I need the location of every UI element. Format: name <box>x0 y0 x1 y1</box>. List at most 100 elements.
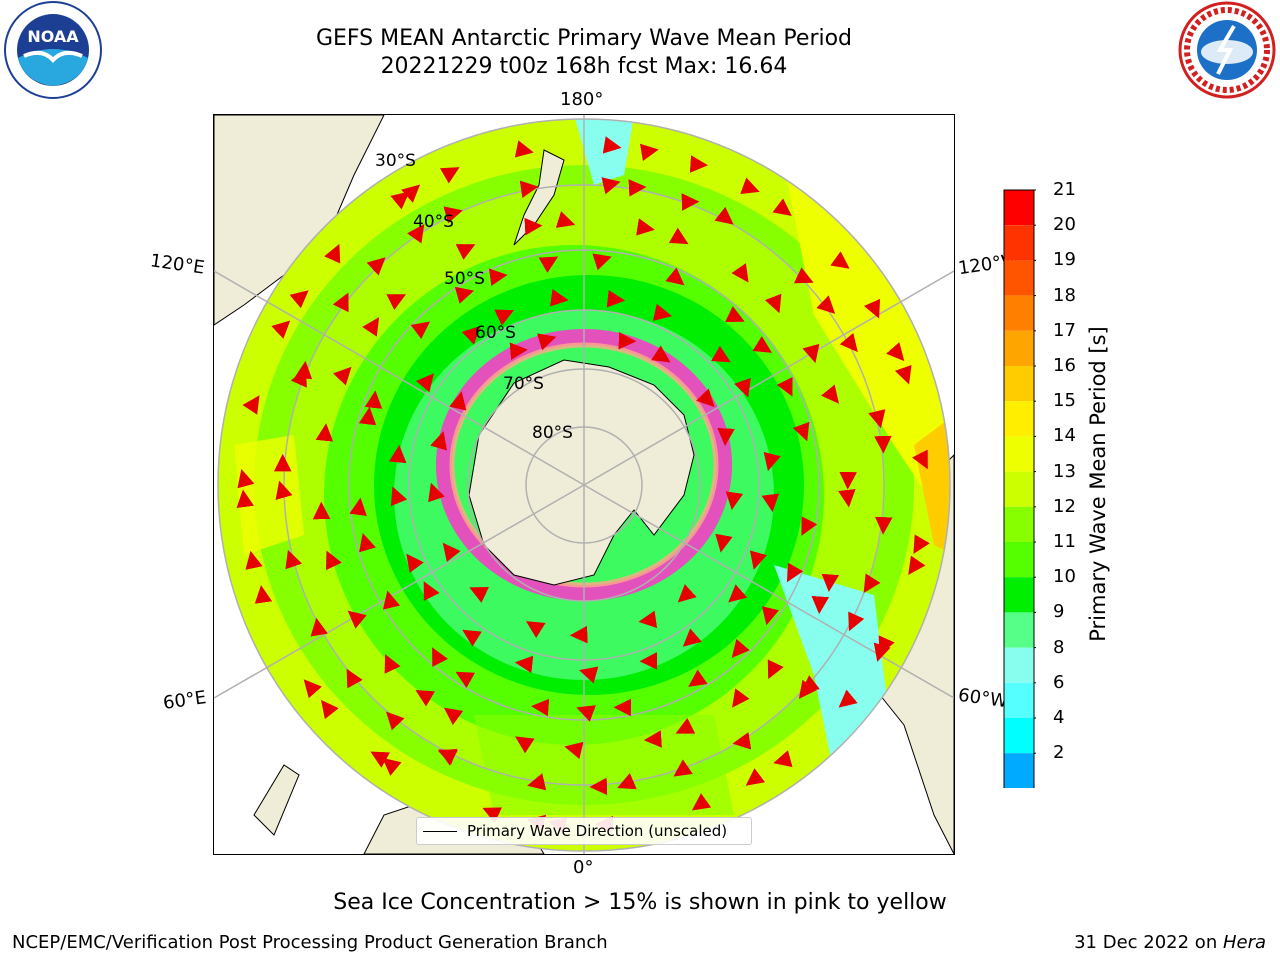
wave-direction-arrow <box>913 534 930 554</box>
wave-direction-arrow <box>838 488 856 508</box>
colorbar-tick-label: 21 <box>1053 179 1076 200</box>
wave-direction-arrow <box>349 497 367 517</box>
colorbar-segment <box>1004 753 1034 788</box>
wave-direction-arrow <box>366 257 386 276</box>
colorbar-segment <box>1004 330 1034 366</box>
colorbar-tick-label: 14 <box>1053 425 1076 447</box>
polar-map <box>213 114 955 855</box>
wave-direction-arrow <box>401 184 421 203</box>
wave-direction-arrow <box>675 717 696 734</box>
wave-direction-arrow <box>370 751 391 768</box>
colorbar-segment <box>1004 471 1034 507</box>
lat-label-30s: 30°S <box>375 151 416 171</box>
wave-direction-arrow <box>816 295 836 314</box>
lon-label-60e: 60°E <box>161 687 208 714</box>
wave-direction-arrow <box>432 647 448 667</box>
wave-direction-arrow <box>443 206 463 224</box>
footer-date: 31 Dec 2022 on Hera <box>1074 932 1266 953</box>
wave-direction-arrow <box>415 689 436 707</box>
colorbar-tick-label: 19 <box>1053 249 1076 271</box>
wave-direction-arrow <box>874 516 893 535</box>
wave-direction-arrow <box>731 263 749 283</box>
wave-direction-arrow <box>358 406 377 426</box>
wave-direction-arrow <box>332 292 349 313</box>
wave-direction-arrow <box>423 581 440 601</box>
wave-direction-arrow <box>294 360 313 380</box>
wave-direction-arrow <box>798 679 817 700</box>
wave-direction-arrow <box>763 451 781 472</box>
wave-direction-arrow <box>289 290 309 309</box>
wave-direction-arrow <box>873 642 891 662</box>
wave-direction-arrow <box>531 698 550 717</box>
lat-label-50s: 50°S <box>444 269 485 289</box>
wave-direction-arrow <box>515 736 535 754</box>
colorbar-segment <box>1004 225 1034 261</box>
wave-direction-arrow <box>732 688 750 708</box>
chart-subtitle: 20221229 t00z 168h fcst Max: 16.64 <box>380 54 788 79</box>
wave-direction-arrow <box>461 326 481 345</box>
wave-direction-arrow <box>271 320 291 339</box>
wave-direction-arrow <box>237 469 255 489</box>
colorbar-tick-label: 16 <box>1053 355 1076 376</box>
madagascar-land <box>253 764 300 836</box>
colorbar-tick-label: 8 <box>1053 636 1065 658</box>
colorbar-segment <box>1004 542 1034 578</box>
wave-direction-arrow <box>691 793 712 811</box>
wave-direction-arrow <box>714 206 734 225</box>
wave-direction-arrow <box>711 345 731 363</box>
colorbar-tick-label: 4 <box>1053 707 1065 728</box>
colorbar-tick-label: 12 <box>1053 495 1076 517</box>
wave-direction-arrow <box>725 306 745 323</box>
colorbar-segment <box>1004 612 1034 648</box>
wave-direction-arrow <box>555 211 576 228</box>
wave-direction-arrow <box>592 253 612 271</box>
wave-direction-arrow <box>488 268 508 286</box>
wave-direction-arrow <box>639 143 659 162</box>
wave-direction-arrow <box>772 198 792 216</box>
wave-direction-arrow <box>509 342 528 360</box>
wave-direction-arrow <box>793 267 814 284</box>
wave-direction-arrow <box>689 155 708 173</box>
wave-direction-arrow <box>527 773 547 791</box>
wave-direction-arrow <box>538 256 559 273</box>
wave-direction-arrow <box>734 377 751 398</box>
wave-direction-arrow <box>773 750 793 768</box>
wave-direction-arrow <box>764 293 782 314</box>
lon-label-120e: 120°E <box>148 250 206 279</box>
wave-direction-arrow <box>715 533 733 553</box>
wave-direction-arrow <box>514 140 534 158</box>
wave-direction-arrow <box>386 711 405 731</box>
wave-direction-arrow <box>688 669 708 687</box>
wave-direction-arrow <box>911 449 928 470</box>
wave-direction-arrow <box>677 584 697 603</box>
colorbar-tick-label: 17 <box>1053 319 1076 341</box>
wave-direction-arrow <box>275 480 293 501</box>
wave-direction-arrow <box>549 289 569 307</box>
colorbar-segment <box>1004 366 1034 402</box>
colorbar-tick-label: 15 <box>1053 390 1076 412</box>
wave-direction-arrow <box>455 244 476 260</box>
wave-direction-arrow <box>333 366 352 386</box>
wave-direction-arrow <box>443 707 464 726</box>
legend-line-swatch <box>423 831 457 832</box>
wave-direction-arrow <box>482 807 503 824</box>
wave-direction-arrow <box>821 573 840 592</box>
wave-direction-arrow <box>752 336 773 353</box>
wave-direction-arrow <box>364 390 383 409</box>
wave-direction-arrow <box>407 224 425 244</box>
wave-direction-arrow <box>636 218 655 236</box>
colorbar <box>1003 189 1036 788</box>
colorbar-segment <box>1004 647 1034 683</box>
wave-direction-arrow <box>410 321 431 340</box>
wave-direction-arrow <box>564 741 584 760</box>
lat-label-80s: 80°S <box>532 423 573 443</box>
svg-text:NOAA: NOAA <box>27 27 79 46</box>
wave-direction-arrow <box>437 748 458 766</box>
colorbar-segment <box>1004 295 1034 331</box>
wave-direction-arrow <box>347 610 367 629</box>
lon-label-180: 180° <box>560 89 604 110</box>
wave-direction-arrow <box>415 373 434 393</box>
wave-direction-arrow <box>682 628 702 647</box>
wave-direction-arrow <box>430 431 447 451</box>
wave-direction-arrow <box>285 549 303 570</box>
